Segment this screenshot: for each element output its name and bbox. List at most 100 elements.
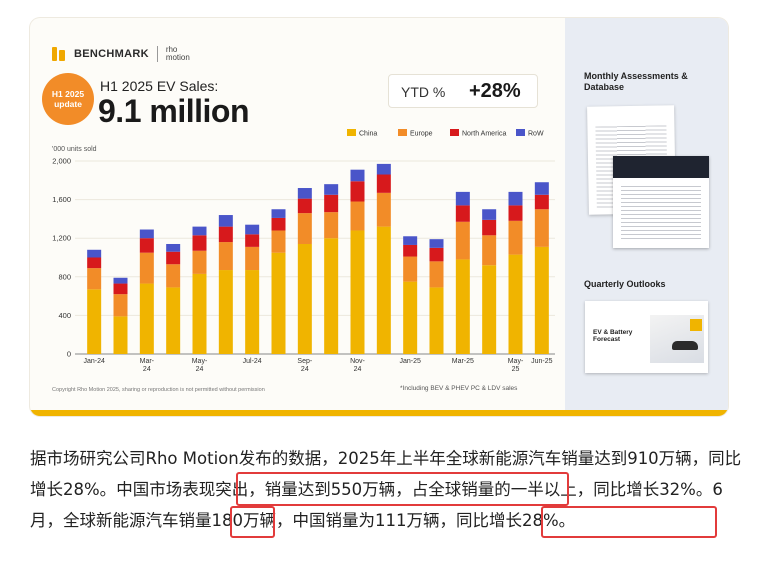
chart-card: BENCHMARK rho motion H1 2025 update H1 2… <box>30 18 728 416</box>
brand-name: BENCHMARK <box>74 48 149 60</box>
legend-label: China <box>359 131 377 138</box>
bar-segment <box>534 209 549 247</box>
copyright-note: Copyright Rho Motion 2025, sharing or re… <box>52 387 265 393</box>
side-panel: Monthly Assessments & Database Quarterly… <box>565 18 728 410</box>
bar-segment <box>166 264 181 288</box>
headline-label: H1 2025 EV Sales: <box>100 78 219 94</box>
badge-line-2: update <box>54 99 82 109</box>
bar-segment <box>139 229 154 239</box>
bar-segment <box>192 226 207 236</box>
y-tick-label: 400 <box>58 311 71 320</box>
x-tick-label: Mar- <box>140 358 155 365</box>
bar-segment <box>508 205 523 221</box>
legend-label: RoW <box>528 131 544 138</box>
side-title-monthly: Monthly Assessments & Database <box>584 71 688 92</box>
bar-segment <box>297 243 312 354</box>
highlight-box-june <box>230 506 275 538</box>
bar-segment <box>534 194 549 210</box>
bar-segment <box>245 234 260 247</box>
benchmark-logo-icon <box>52 47 66 61</box>
car-icon <box>672 341 698 350</box>
x-tick-label-line-2: 24 <box>196 366 204 373</box>
bar-segment <box>271 230 286 253</box>
bar-segment <box>192 250 207 274</box>
cover-accent <box>690 319 702 331</box>
x-tick-label: Sep- <box>297 358 312 365</box>
bar-segment <box>403 244 418 257</box>
bar-segment <box>482 219 497 236</box>
bar-segment <box>482 209 497 220</box>
bar-segment <box>218 242 233 271</box>
doc-header <box>613 156 709 178</box>
bar-segment <box>297 213 312 244</box>
bar-segment <box>403 236 418 245</box>
x-tick-label: May- <box>508 358 524 365</box>
bar-segment <box>455 191 470 206</box>
bar-segment <box>166 243 181 252</box>
bar-segment <box>271 217 286 231</box>
side-title-quarterly: Quarterly Outlooks <box>584 279 666 289</box>
bar-segment <box>482 265 497 354</box>
bar-segment <box>87 289 102 354</box>
bar-segment <box>245 224 260 235</box>
y-unit-label: '000 units sold <box>52 146 97 153</box>
x-tick-label-line-2: 24 <box>301 366 309 373</box>
bar-segment <box>429 247 444 262</box>
bar-segment <box>508 191 523 206</box>
bar-segment <box>350 201 365 231</box>
bar-segment <box>297 198 312 214</box>
x-tick-label: Mar-25 <box>452 358 474 365</box>
bar-segment <box>192 273 207 354</box>
bar-segment <box>87 268 102 290</box>
bar-segment <box>403 256 418 282</box>
logo-divider <box>156 46 158 62</box>
legend-label: Europe <box>410 131 433 138</box>
x-tick-label-line-2: 24 <box>143 366 151 373</box>
bar-segment <box>192 235 207 251</box>
x-tick-label-line-2: 25 <box>512 366 520 373</box>
x-tick-label: Jun-25 <box>531 358 553 365</box>
legend-swatch <box>398 129 407 136</box>
article-segment-3: ，占全球销量的一半以上，同比增长32%。 <box>395 480 713 499</box>
bar-segment <box>429 287 444 354</box>
outlook-doc-title-line-1: EV & Battery <box>593 329 633 336</box>
bar-segment <box>534 182 549 195</box>
bar-segment <box>508 220 523 255</box>
partner-line-1: rho <box>165 45 178 54</box>
y-tick-label: 800 <box>58 272 71 281</box>
y-tick-label: 1,200 <box>52 234 71 243</box>
legend-swatch <box>347 129 356 136</box>
badge-line-1: H1 2025 <box>51 89 85 99</box>
bar-segment <box>455 205 470 222</box>
bar-segment <box>350 230 365 354</box>
bar-segment <box>113 277 128 284</box>
bar-segment <box>139 238 154 253</box>
article-segment-1: 据市场研究公司Rho Motion发布的数据，2025年上半年全球新能源汽车销量… <box>30 449 742 499</box>
bar-segment <box>376 226 391 354</box>
bar-segment <box>113 316 128 354</box>
card-accent-bar <box>30 410 728 416</box>
bar-segment <box>455 221 470 260</box>
bar-segment <box>139 283 154 354</box>
legend-label: North America <box>462 131 506 138</box>
ytd-label: YTD % <box>401 84 446 100</box>
footnote: *Including BEV & PHEV PC & LDV sales <box>400 385 518 392</box>
x-tick-label: Jul-24 <box>243 358 262 365</box>
bar-segment <box>245 246 260 271</box>
x-tick-label: Jan-25 <box>399 358 421 365</box>
bar-segment <box>324 238 339 354</box>
y-tick-label: 0 <box>67 350 71 359</box>
bar-segment <box>455 259 470 354</box>
headline-value: 9.1 million <box>98 93 249 129</box>
highlight-box-china-june <box>541 506 717 538</box>
legend-swatch <box>450 129 459 136</box>
x-tick-label: Jan-24 <box>83 358 105 365</box>
bar-segment <box>297 188 312 199</box>
bar-segment <box>482 235 497 266</box>
bar-segment <box>218 270 233 354</box>
x-tick-label-line-2: 24 <box>354 366 362 373</box>
bar-segment <box>113 294 128 317</box>
legend-swatch <box>516 129 525 136</box>
h1-update-badge: H1 2025 update <box>42 73 94 125</box>
doc-lines <box>621 186 701 242</box>
